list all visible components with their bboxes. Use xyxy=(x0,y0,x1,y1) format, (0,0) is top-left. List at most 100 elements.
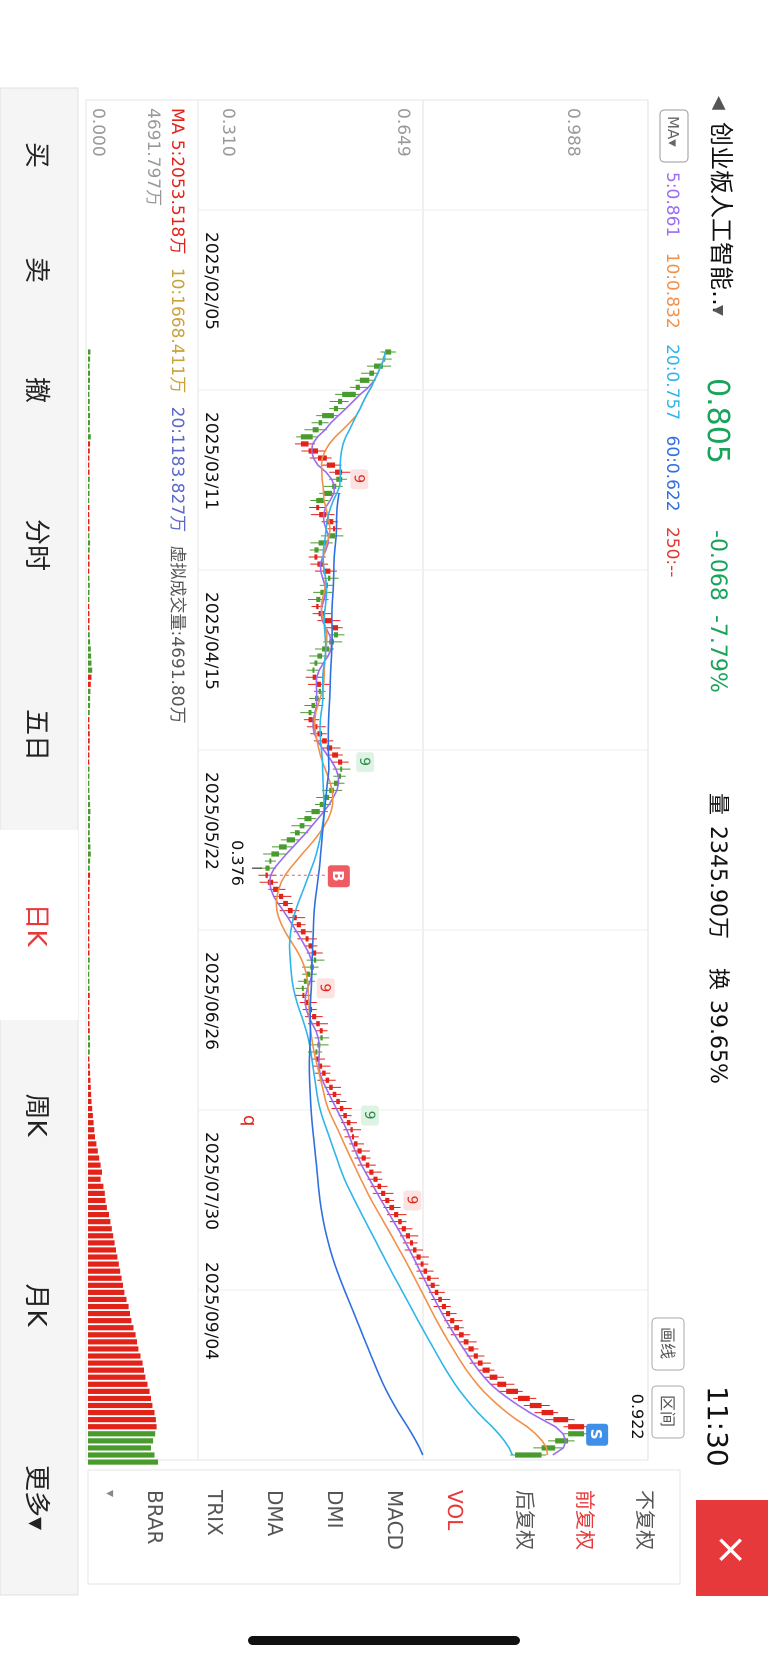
candle-body xyxy=(299,823,305,829)
indicator-item-2[interactable]: 后复权 xyxy=(513,1490,537,1550)
x-tick-label: 2025/09/04 xyxy=(201,1262,221,1360)
x-tick-label: 2025/06/26 xyxy=(201,952,221,1050)
tab-5[interactable]: 日K xyxy=(21,903,51,947)
volume-bar xyxy=(88,519,90,525)
volume-bar xyxy=(88,999,90,1006)
candle-body xyxy=(529,1402,542,1409)
indicator-item-0[interactable]: 不复权 xyxy=(633,1490,657,1550)
volume-bar xyxy=(88,787,90,793)
volume-bar xyxy=(88,1395,151,1402)
indicator-more-icon[interactable]: ▾ xyxy=(102,1490,118,1497)
candle-body xyxy=(303,978,307,984)
candle-body xyxy=(353,1141,358,1147)
volume-bar xyxy=(88,611,90,617)
chevron-down-icon[interactable]: ▼ xyxy=(710,305,726,316)
close-button[interactable] xyxy=(696,1500,768,1596)
candle-body xyxy=(340,766,343,772)
stock-title[interactable]: 创业板人工智能… xyxy=(707,122,735,314)
candle-body xyxy=(369,1169,374,1175)
indicator-item-4[interactable]: MACD xyxy=(383,1490,407,1550)
volume-bar xyxy=(88,1346,139,1352)
volume-bar xyxy=(88,1063,90,1069)
annotation-box xyxy=(350,469,369,490)
ma-selector[interactable]: MA▾ xyxy=(664,116,682,147)
close-icon[interactable]: × xyxy=(708,1533,754,1567)
indicator-item-5[interactable]: DMI xyxy=(323,1490,347,1529)
candle-body xyxy=(279,844,287,850)
draw-line-button[interactable]: 画线 xyxy=(658,1327,677,1359)
volume-bar xyxy=(88,1381,148,1387)
volume-bar xyxy=(88,1417,156,1423)
volume-bar xyxy=(87,370,91,376)
volume-bar xyxy=(88,1445,151,1451)
volume-bar xyxy=(88,1247,116,1253)
ma-selector-box[interactable] xyxy=(659,109,689,163)
candle-body xyxy=(325,1077,330,1083)
home-indicator[interactable] xyxy=(248,1636,520,1645)
vol-legend-row: MA 5:2053.518万 10:1668.411万 20:1183.827万… xyxy=(167,108,187,724)
candle-body xyxy=(269,858,272,864)
volume-bar xyxy=(87,1176,101,1182)
volume-bar xyxy=(88,568,90,574)
candle-body xyxy=(316,596,321,603)
candle-body xyxy=(313,957,317,963)
interval-button[interactable]: 区间 xyxy=(658,1395,677,1427)
tab-0[interactable]: 买 xyxy=(21,142,51,168)
candle-body xyxy=(301,985,304,991)
tail-label: q xyxy=(239,1115,260,1126)
volume-bar xyxy=(88,1113,93,1119)
candle-body xyxy=(373,1176,378,1182)
indicator-item-1[interactable]: 前复权 xyxy=(573,1490,597,1550)
volume-bar xyxy=(88,1325,134,1331)
draw-line-button-box[interactable] xyxy=(651,1317,685,1371)
volume-bar xyxy=(87,1261,119,1267)
volume-bar xyxy=(88,1091,92,1098)
tab-8[interactable]: 更多▾ xyxy=(21,1465,51,1530)
volume-bar xyxy=(88,420,90,426)
vol-ma10-legend: 10:1668.411万 xyxy=(167,268,187,393)
tab-7[interactable]: 月K xyxy=(21,1283,51,1327)
volume-bar xyxy=(88,660,92,666)
volume-bar xyxy=(87,1070,91,1076)
indicator-item-6[interactable]: DMA xyxy=(263,1490,287,1537)
tab-6[interactable]: 周K xyxy=(21,1093,51,1137)
volume-bar xyxy=(87,413,91,419)
volume-bar xyxy=(88,1318,132,1324)
annotation-label: 9 xyxy=(403,1195,419,1204)
candle-body xyxy=(420,1261,424,1267)
volume-bar xyxy=(88,957,90,963)
volume-bars xyxy=(87,349,158,1465)
candle-body xyxy=(568,1424,585,1430)
sell-marker: S xyxy=(587,1429,605,1440)
volume-bar xyxy=(87,1226,112,1232)
volume-bar xyxy=(87,1438,154,1444)
vol-ma5-legend: MA 5:2053.518万 xyxy=(167,108,187,254)
tab-4[interactable]: 五日 xyxy=(21,709,51,761)
candle-body xyxy=(308,943,313,949)
indicator-item-3[interactable]: VOL xyxy=(443,1490,467,1531)
tab-1[interactable]: 卖 xyxy=(21,257,51,283)
indicator-item-8[interactable]: BRAR xyxy=(143,1490,167,1544)
interval-button-box[interactable] xyxy=(651,1385,685,1439)
tab-2[interactable]: 撤 xyxy=(21,377,51,403)
y-axis-ticks: 0.988 0.649 0.310 xyxy=(218,108,583,157)
candle-body xyxy=(454,1325,459,1331)
volume-bar xyxy=(88,596,90,603)
candle-body xyxy=(541,1445,556,1451)
volume-bar xyxy=(87,1190,105,1196)
vol-zero-label: 0.000 xyxy=(88,108,108,157)
volume-bar xyxy=(88,1282,123,1288)
candle-body xyxy=(318,688,321,694)
candle-body xyxy=(450,1318,455,1324)
volume-bar xyxy=(88,455,90,461)
indicator-item-7[interactable]: TRIX xyxy=(203,1489,227,1536)
candle-body xyxy=(482,1367,490,1373)
candle-body xyxy=(335,469,343,475)
candle-body xyxy=(346,1120,351,1126)
tab-3[interactable]: 分时 xyxy=(21,519,51,571)
back-arrow-icon[interactable]: ◀ xyxy=(709,96,730,110)
volume-bar xyxy=(88,865,90,871)
candle-body xyxy=(416,1254,421,1260)
price-change: -0.068 xyxy=(705,530,730,601)
